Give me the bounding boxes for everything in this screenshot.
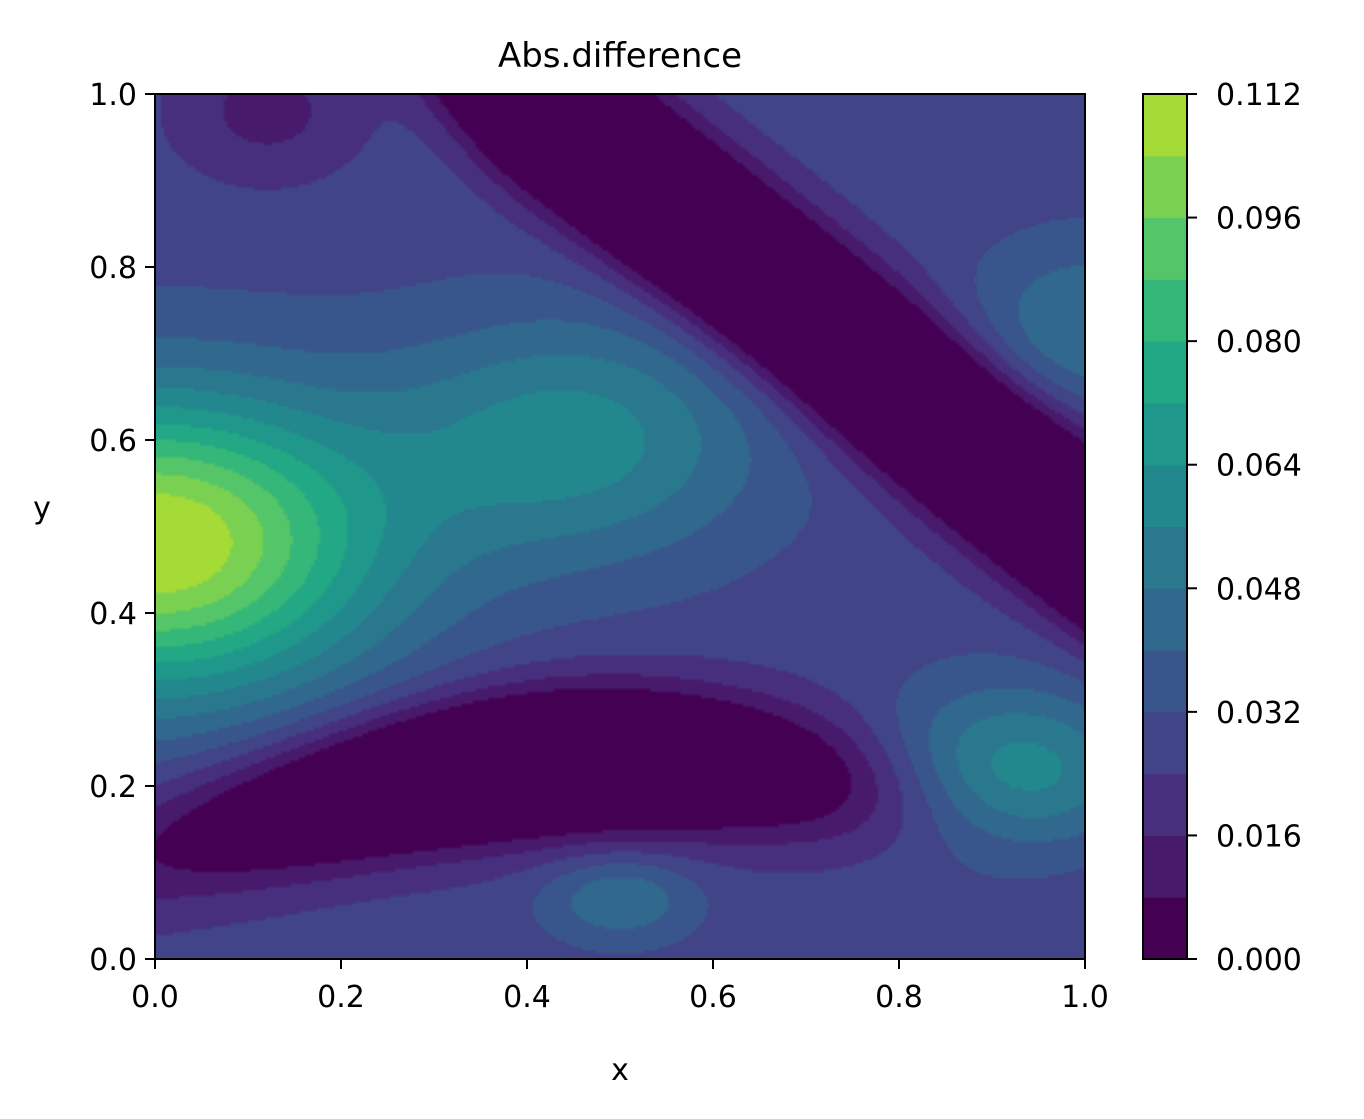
y-tick-label: 1.0 <box>89 78 137 113</box>
colorbar <box>1143 94 1187 959</box>
colorbar-band <box>1143 711 1187 775</box>
colorbar-band <box>1143 464 1187 527</box>
contour-plot <box>155 94 1085 959</box>
x-axis: 0.0 0.2 0.4 0.6 0.8 1.0 <box>131 959 1109 1015</box>
x-tick-label: 0.0 <box>131 980 179 1015</box>
colorbar-band <box>1143 402 1187 466</box>
colorbar-frame <box>1142 93 1188 960</box>
colorbar-band <box>1143 650 1187 713</box>
colorbar-tick-label: 0.096 <box>1216 202 1302 237</box>
colorbar-band <box>1143 155 1187 219</box>
y-tick-label: 0.6 <box>89 424 137 459</box>
chart-title: Abs.difference <box>498 36 742 76</box>
x-tick-label: 0.4 <box>503 980 551 1015</box>
x-tick-label: 1.0 <box>1061 980 1109 1015</box>
y-tick-label: 0.4 <box>89 597 137 632</box>
x-tick-label: 0.8 <box>875 980 923 1015</box>
y-axis: 0.0 0.2 0.4 0.6 0.8 1.0 <box>89 78 155 978</box>
x-axis-label: x <box>611 1053 629 1088</box>
y-tick-label: 0.2 <box>89 770 137 805</box>
colorbar-band <box>1143 773 1187 836</box>
y-tick-label: 0.8 <box>89 251 137 286</box>
colorbar-band <box>1143 94 1187 157</box>
x-tick-label: 0.6 <box>689 980 737 1015</box>
colorbar-band <box>1143 279 1187 342</box>
colorbar-tick-label: 0.032 <box>1216 696 1302 731</box>
colorbar-band <box>1143 835 1187 898</box>
contour-fill <box>155 94 1085 959</box>
colorbar-band <box>1143 341 1187 404</box>
colorbar-tick-label: 0.000 <box>1216 943 1302 978</box>
colorbar-band <box>1143 217 1187 280</box>
y-tick-label: 0.0 <box>89 943 137 978</box>
colorbar-band <box>1143 897 1187 959</box>
colorbar-tick-label: 0.112 <box>1216 78 1302 113</box>
x-tick-label: 0.2 <box>317 980 365 1015</box>
colorbar-band <box>1143 588 1187 651</box>
colorbar-tick-label: 0.048 <box>1216 572 1302 607</box>
colorbar-tick-label: 0.080 <box>1216 325 1302 360</box>
colorbar-tick-label: 0.016 <box>1216 819 1302 854</box>
colorbar-axis: 0.000 0.016 0.032 0.048 0.064 0.080 0.096 0.112 <box>1187 78 1302 978</box>
colorbar-tick-label: 0.064 <box>1216 449 1302 484</box>
colorbar-band <box>1143 526 1187 589</box>
plot-frame <box>154 93 1086 960</box>
y-axis-label: y <box>33 491 51 526</box>
